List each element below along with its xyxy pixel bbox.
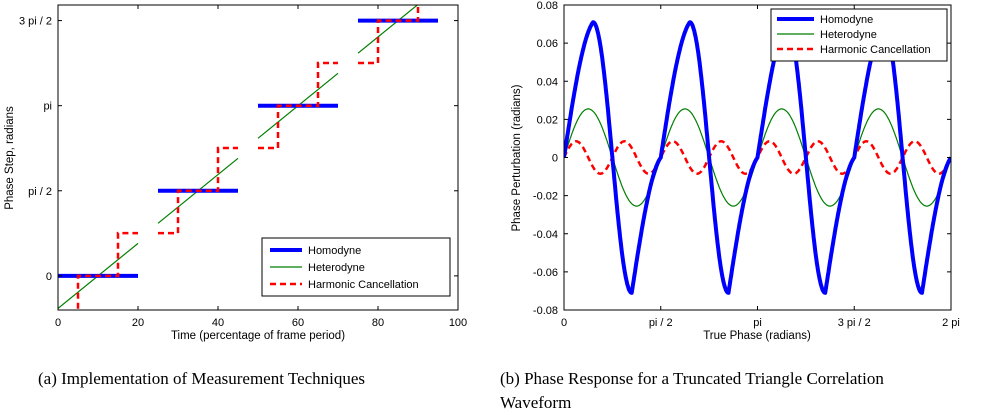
chart-a-heterodyne-segment-4: [357, 5, 419, 54]
chart-b-legend-homodyne: Homodyne: [820, 14, 873, 26]
chart-b-xtick-label: pi: [753, 317, 762, 329]
chart-b-ytick-label: 0.08: [537, 0, 558, 12]
chart-b-legend-heterodyne: Heterodyne: [820, 29, 877, 41]
chart-a: 0 20 40 60 80 100 0 pi / 2 pi 3 pi / 2 Time (perc…: [4, 4, 467, 342]
chart-a-ytick-label: 3 pi / 2: [19, 16, 52, 28]
chart-a-xtick-label: 20: [132, 317, 144, 329]
chart-b-xtick-label: 2 pi: [942, 317, 960, 329]
caption-b-line2: Waveform: [500, 393, 572, 412]
chart-b-ytick-label: 0: [552, 153, 558, 165]
chart-a-xtick-label: 60: [292, 317, 304, 329]
chart-b-ylabel: Phase Perturbation (radians): [511, 84, 523, 231]
chart-b-xlabel: True Phase (radians): [703, 330, 811, 342]
chart-b-homodyne-line: [564, 20, 951, 295]
chart-a-harmonic-cancellation-segment-4: [358, 5, 420, 65]
chart-b-ytick-label: -0.04: [533, 229, 558, 241]
chart-a-legend-homodyne: Homodyne: [308, 245, 361, 257]
chart-a-legend: Homodyne Heterodyne Harmonic Cancellatio…: [261, 237, 451, 297]
caption-a: (a) Implementation of Measurement Techni…: [38, 369, 366, 388]
chart-b-legend-box: [770, 8, 948, 62]
chart-b-ytick-label: -0.06: [533, 267, 558, 279]
chart-b-xtick-label: pi / 2: [649, 317, 673, 329]
chart-b-ytick-label: -0.08: [533, 305, 558, 317]
chart-a-xtick-label: 80: [372, 317, 384, 329]
figure: 0 20 40 60 80 100 0 pi / 2 pi 3 pi / 2 Time (perc…: [4, 0, 960, 342]
chart-a-xtick-label: 0: [55, 317, 61, 329]
chart-a-harmonic-cancellation-segment-3: [258, 61, 338, 150]
chart-a-ytick-label: pi / 2: [28, 186, 52, 198]
chart-a-ytick-label: pi: [43, 101, 52, 113]
chart-b-ytick-label: 0.04: [537, 76, 558, 88]
chart-a-legend-heterodyne: Heterodyne: [308, 262, 365, 274]
chart-b-xtick-label: 0: [561, 317, 567, 329]
chart-a-ylabel: Phase Step, radians: [4, 106, 16, 210]
chart-a-ytick-label: 0: [46, 271, 52, 283]
chart-b-ytick-label: 0.02: [537, 114, 558, 126]
chart-a-harmonic-cancellation-segment-2: [158, 146, 238, 235]
chart-b-xtick-label: 3 pi / 2: [838, 317, 871, 329]
chart-b: 0 pi / 2 pi 3 pi / 2 2 pi -0.08 -0.06 -0.04 -0.0…: [511, 0, 960, 342]
chart-b-ytick-label: 0.06: [537, 38, 558, 50]
caption-b-line1: (b) Phase Response for a Truncated Trian…: [500, 369, 884, 388]
chart-a-legend-harmonic: Harmonic Cancellation: [308, 279, 419, 291]
chart-a-xtick-label: 40: [212, 317, 224, 329]
chart-b-ytick-label: -0.02: [533, 191, 558, 203]
chart-a-xlabel: Time (percentage of frame period): [171, 330, 345, 342]
chart-b-legend-harmonic: Harmonic Cancellation: [820, 44, 931, 56]
chart-a-axes-box: [57, 4, 459, 311]
chart-b-legend: Homodyne Heterodyne Harmonic Cancellatio…: [770, 8, 948, 62]
chart-a-xtick-label: 100: [449, 317, 467, 329]
chart-a-harmonic-cancellation-segment-1: [76, 231, 138, 310]
